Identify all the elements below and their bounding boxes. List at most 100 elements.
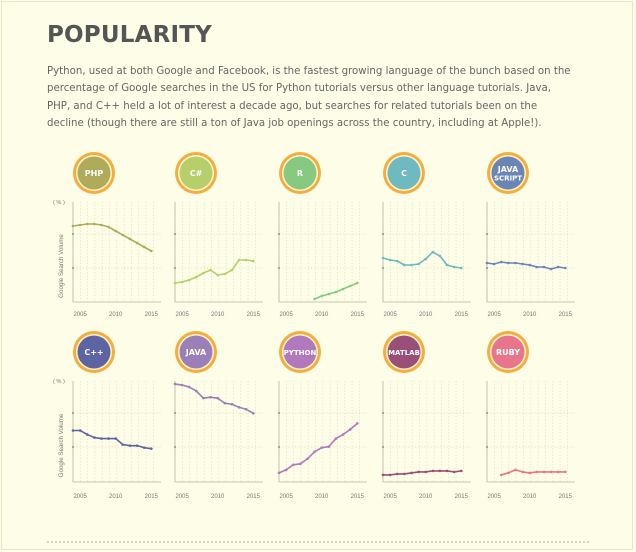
x-tick-label: 2015 (145, 494, 159, 500)
data-point (485, 261, 489, 265)
badge-fill (387, 156, 421, 190)
data-point (410, 263, 413, 267)
data-point (403, 263, 406, 267)
data-point (521, 470, 524, 474)
data-point (284, 468, 288, 472)
data-point (388, 258, 392, 262)
x-tick-label: 2015 (559, 312, 573, 318)
badge-fill (387, 335, 421, 369)
data-point (252, 259, 255, 263)
x-tick-label: 2015 (455, 312, 469, 318)
data-point (230, 268, 234, 272)
data-point (507, 261, 510, 265)
data-point (216, 273, 220, 277)
data-point (499, 260, 503, 264)
data-point (424, 470, 428, 474)
data-point (71, 224, 75, 228)
data-point (320, 446, 324, 449)
badge-fill (283, 156, 317, 190)
series-line (73, 429, 152, 450)
data-point (334, 290, 338, 294)
chart-c: 2005 2010 2015 C (381, 152, 471, 318)
intro-paragraph: Python, used at both Google and Facebook… (47, 66, 571, 130)
data-point (142, 245, 146, 249)
data-point (299, 462, 302, 466)
data-point (85, 222, 89, 226)
data-point (438, 469, 442, 473)
badge-label: PHP (85, 169, 104, 178)
badge-fill (179, 335, 213, 369)
data-point (388, 473, 392, 477)
data-point (356, 281, 359, 285)
badge-label: MATLAB (388, 349, 420, 357)
data-point (187, 385, 191, 389)
badge-label: C++ (84, 348, 103, 357)
data-point (187, 278, 191, 282)
data-point (431, 250, 435, 254)
x-tick-label: 2010 (523, 494, 537, 500)
data-point (223, 272, 227, 276)
chart-java: 2005 2010 2015 JAVA (173, 331, 263, 500)
bottom-divider (47, 541, 589, 543)
data-point (327, 445, 331, 448)
data-point (121, 443, 125, 446)
data-point (128, 237, 132, 241)
x-tick-label: 2015 (351, 494, 365, 500)
page-title: POPULARITY (47, 22, 213, 48)
data-point (291, 463, 295, 467)
data-point (549, 267, 553, 271)
data-point (128, 444, 132, 447)
data-point (445, 469, 449, 473)
data-point (100, 223, 103, 227)
data-point (107, 225, 110, 229)
x-tick-label: 2005 (487, 312, 501, 318)
data-point (173, 281, 177, 285)
x-tick-label: 2005 (383, 494, 397, 500)
series-line (382, 251, 462, 269)
data-point (93, 436, 96, 439)
chart-cpp: Google Search Volume ( % ) 2005 2010 2015 C++ (53, 331, 161, 500)
data-point (549, 470, 553, 474)
badge-fill (283, 335, 317, 369)
x-tick-label: 2015 (559, 494, 573, 500)
y-axis-unit: ( % ) (53, 200, 65, 206)
data-point (542, 470, 546, 474)
x-tick-label: 2010 (211, 494, 225, 500)
data-point (507, 471, 510, 475)
data-point (556, 470, 560, 474)
series-line (501, 469, 566, 476)
x-tick-label: 2015 (247, 494, 261, 500)
data-point (320, 294, 324, 298)
badge-label: JAVA (497, 165, 519, 174)
data-point (209, 395, 212, 399)
x-tick-label: 2005 (383, 312, 397, 318)
x-tick-label: 2015 (247, 312, 261, 318)
data-point (114, 229, 118, 233)
data-point (341, 433, 345, 436)
data-point (306, 457, 309, 461)
chart-matlab: 2005 2010 2015 MATLAB (381, 331, 471, 500)
data-point (410, 471, 413, 475)
badge-fill (77, 156, 111, 190)
data-point (395, 472, 399, 476)
data-point (514, 468, 517, 472)
data-point (209, 268, 212, 272)
data-point (381, 473, 385, 477)
series-line (72, 223, 152, 252)
data-point (78, 223, 82, 227)
data-point (395, 259, 399, 263)
series-line (174, 259, 254, 284)
data-point (381, 256, 385, 260)
data-point (424, 257, 428, 261)
data-point (202, 396, 205, 400)
y-axis-label: Google Search Volume (58, 413, 65, 477)
data-point (356, 422, 359, 425)
data-point (195, 389, 198, 393)
x-tick-label: 2010 (315, 312, 329, 318)
x-tick-label: 2010 (523, 312, 537, 318)
data-point (107, 437, 110, 440)
x-tick-label: 2005 (73, 312, 87, 318)
data-point (341, 287, 345, 291)
